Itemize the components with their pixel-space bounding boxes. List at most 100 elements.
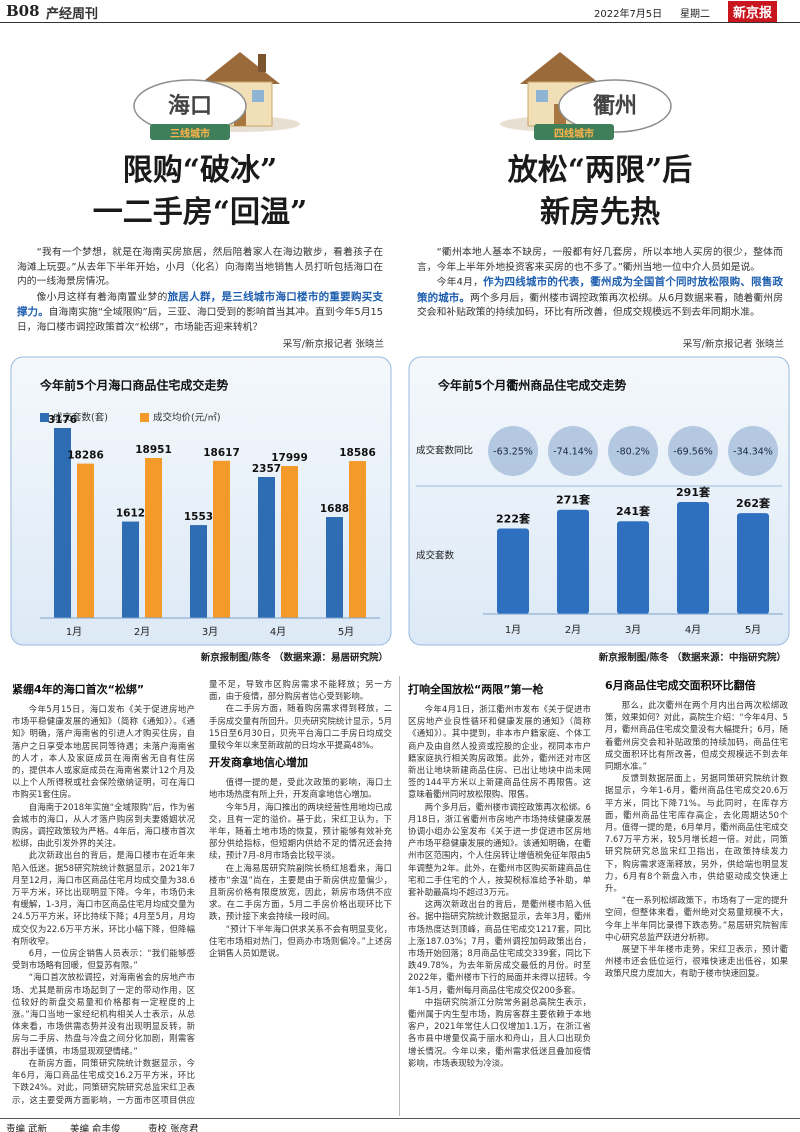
page-footer: 责编 武新 美编 俞丰俊 责校 张彦君 (0, 1118, 800, 1132)
section-heading: 打响全国放松“两限”第一枪 (408, 683, 544, 696)
article-paragraph: 6月，一位房企销售人员表示：“我们能够感受到市场略有回暖，但复苏有限。” (12, 948, 195, 971)
data-label: 1688 (320, 503, 349, 515)
data-label: 241套 (616, 504, 651, 518)
yoy-circle (488, 426, 538, 476)
intro-text: 两个多月后，衢州楼市调控政策再次松绑。从6月数据来看，随着衢州房交会和补贴政策的… (417, 292, 784, 319)
data-label: 17999 (271, 452, 308, 464)
left-headline: 限购“破冰” 一二手房“回温” (0, 150, 400, 234)
article-paragraph: 在上海易居研究院副院长杨红旭看来，海口楼市“余温”尚在，主要是由于新房供应量偏少… (209, 862, 392, 922)
article-paragraph: “海口首次放松调控，对海南省会的房地产市场、尤其是新房市场起到了一定的带动作用，… (12, 972, 195, 1056)
intro-paragraph: 像小月这样有着海南置业梦的旅居人群，是三线城市海口楼市的重要购买支撑力。自海南实… (17, 290, 383, 336)
data-label: 262套 (736, 496, 771, 510)
x-tick-label: 5月 (745, 624, 761, 636)
intro-paragraph: “我有一个梦想，就是在海南买房旅居，然后陪着家人在海边散步，看着孩子在海滩上玩耍… (17, 247, 383, 287)
roof (520, 52, 600, 84)
article-paragraph: 在二手房方面，随着购房需求得到释放，二手房成交量有所回升。贝壳研究院统计显示，5… (209, 703, 392, 751)
data-label: 18586 (339, 447, 376, 459)
roof (200, 52, 280, 84)
bar (213, 460, 230, 618)
data-label: 2357 (252, 463, 281, 475)
data-label: 18951 (135, 444, 172, 456)
legend-label: 成交套数(套) (53, 412, 108, 424)
city-badge (558, 79, 672, 133)
page-number: B08 (6, 2, 40, 20)
article-paragraph: 值得一提的是，受此次政策的影响，海口土地市场热度有所上升，开发商拿地信心增加。 (209, 777, 392, 800)
article-paragraph: 今年4月1日，浙江衢州市发布《关于促进市区房地产业良性循环和健康发展的通知》（简… (408, 704, 591, 800)
right-headline: 放松“两限”后 新房先热 (400, 150, 800, 234)
article-paragraph: 展望下半年楼市走势，宋红卫表示，预计衢州楼市还会低位运行，很难快速走出低谷，如果… (605, 944, 788, 979)
x-tick-label: 1月 (66, 626, 82, 638)
chart-title: 今年前5个月衢州商品住宅成交走势 (437, 378, 626, 393)
data-label: -80.2% (616, 447, 650, 458)
issue-date: 2022年7月5日 (594, 9, 663, 20)
right-illustration (500, 52, 672, 140)
legend-label: 成交均价(元/㎡) (153, 412, 221, 424)
x-tick-label: 4月 (270, 626, 286, 638)
chimney (258, 54, 266, 72)
article-paragraph: 这两次新政出台的背后，是衢州楼市陷入低谷。据中指研究院统计数据显示，去年3月，衢… (408, 899, 591, 995)
bar (737, 513, 769, 614)
headline-line: 一二手房“回温” (92, 195, 308, 230)
data-label: -34.34% (733, 447, 773, 458)
yoy-circle (668, 426, 718, 476)
bar (349, 461, 366, 618)
window (252, 90, 264, 102)
data-label: 18617 (203, 447, 240, 459)
data-label: 1612 (116, 508, 145, 520)
column-divider (399, 676, 400, 1116)
section-heading: 紧绷4年的海口首次“松绑” (12, 683, 145, 696)
bar (557, 509, 589, 614)
intro-paragraph: “衢州本地人基本不缺房，一般都有好几套房，所以本地人买房的很少，整体而言，今年上… (417, 247, 783, 273)
x-tick-label: 3月 (202, 626, 218, 638)
x-tick-label: 2月 (565, 624, 581, 636)
tier-ribbon (534, 124, 614, 140)
legend-swatch (140, 413, 149, 422)
x-tick-label: 5月 (338, 626, 354, 638)
intro-highlight: 作为四线城市的代表，衢州成为全国首个同时放松限购、限售政策的城市。 (417, 276, 784, 304)
data-label: 271套 (556, 493, 591, 507)
city-tier: 四线城市 (554, 129, 594, 140)
bar (54, 428, 71, 618)
tier-ribbon (150, 124, 230, 140)
article-paragraph: 两个多月后，衢州楼市调控政策再次松绑。6月18日，浙江省衢州市房地产市场持续健康… (408, 801, 591, 898)
data-label: 3176 (48, 414, 77, 426)
byline: 采写/新京报记者 张晓兰 (282, 339, 384, 350)
chart-title: 今年前5个月海口商品住宅成交走势 (39, 378, 228, 393)
article-paragraph: 此次新政出台的背后，是海口楼市在近年来陷入低迷。据58研究院统计数据显示，202… (12, 850, 195, 946)
city-name: 衢州 (592, 93, 637, 119)
chart-source: 新京报制图/陈冬 （数据来源：易居研究院） (201, 652, 388, 664)
right-article: 打响全国放松“两限”第一枪今年4月1日，浙江衢州市发布《关于促进市区房地产业良性… (408, 678, 788, 1110)
left-intro: “我有一个梦想，就是在海南买房旅居，然后陪着家人在海边散步，看着孩子在海滩上玩耍… (17, 246, 383, 335)
intro-highlight: 旅居人群，是三线城市海口楼市的重要购买支撑力。 (17, 290, 384, 319)
bar (617, 521, 649, 614)
section-heading: 6月商品住宅成交面积环比翻倍 (605, 679, 756, 692)
article-paragraph: 今年5月，海口推出的两块经营性用地均已成交，且有一定的溢价。基于此，宋红卫认为，… (209, 801, 392, 861)
article-paragraph: 今年5月15日，海口发布《关于促进房地产市场平稳健康发展的通知》（简称《通知》）… (12, 704, 195, 800)
data-label: -69.56% (673, 447, 713, 458)
section-heading: 开发商拿地信心增加 (209, 756, 308, 770)
bar (77, 463, 94, 618)
data-label: 222套 (496, 512, 531, 526)
left-article: 紧绷4年的海口首次“松绑” 今年5月15日，海口发布《关于促进房地产市场平稳健康发… (12, 678, 392, 1110)
proofreader: 责校 张彦君 (148, 1124, 199, 1132)
x-tick-label: 1月 (505, 624, 521, 636)
data-label: 1553 (184, 511, 213, 523)
bar (145, 458, 162, 618)
weekday: 星期二 (680, 9, 710, 20)
city-name: 海口 (167, 93, 212, 119)
right-intro: “衢州本地人基本不缺房，一般都有好几套房，所以本地人买房的很少，整体而言，今年上… (417, 246, 783, 321)
yoy-circle (548, 426, 598, 476)
yoy-circle (728, 426, 778, 476)
paper-logo: 新京报 (728, 1, 778, 22)
article-paragraph: “在一系列松绑政策下，市场有了一定的提升空间，但整体来看，衢州绝对交易量规模不大… (605, 895, 788, 942)
intro-text: 像小月这样有着海南置业梦的 (36, 291, 168, 303)
bar (122, 521, 139, 618)
page-header: B08 产经周刊 2022年7月5日 星期二 新京报 (0, 0, 800, 23)
editor: 责编 武新 (6, 1124, 48, 1132)
bar (258, 476, 275, 618)
city-tier: 三线城市 (170, 129, 210, 140)
designer: 美编 俞丰俊 (70, 1124, 121, 1132)
